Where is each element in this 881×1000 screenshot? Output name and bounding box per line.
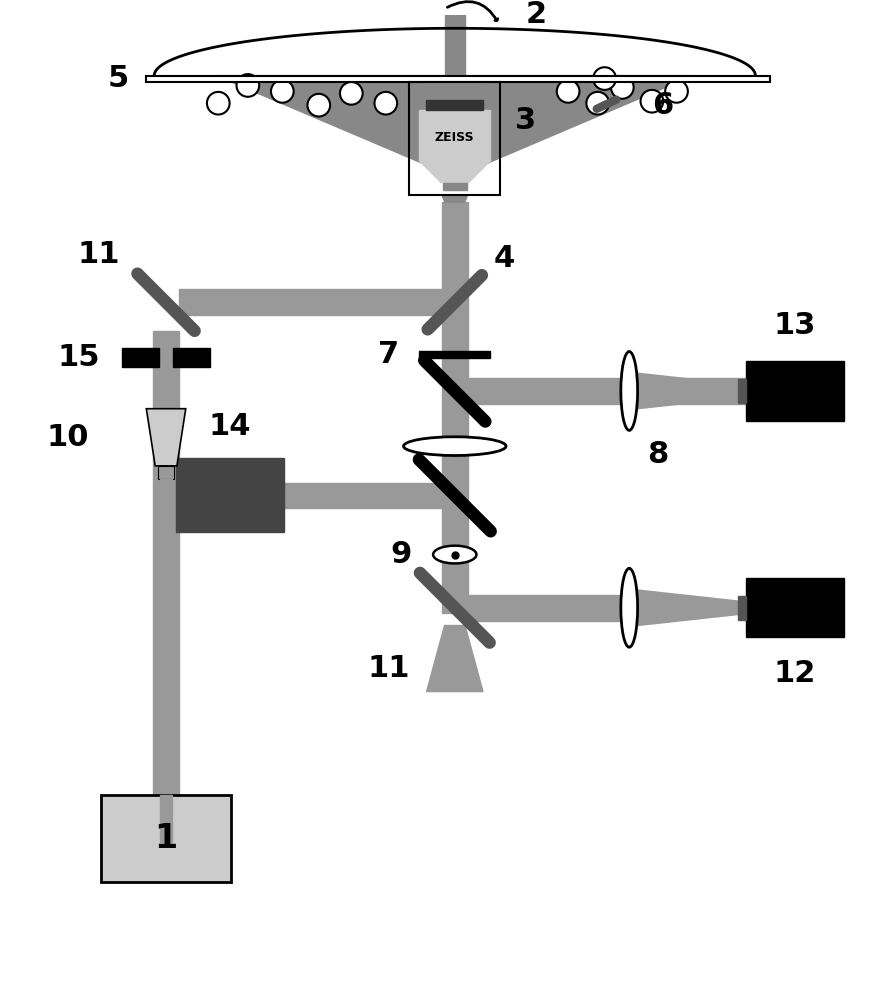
Polygon shape [745, 578, 844, 637]
Text: 11: 11 [78, 240, 120, 269]
Polygon shape [159, 466, 174, 479]
Polygon shape [426, 100, 484, 110]
Circle shape [271, 80, 293, 103]
Text: 7: 7 [379, 340, 400, 369]
Polygon shape [638, 373, 745, 409]
Polygon shape [176, 458, 285, 532]
Polygon shape [179, 289, 442, 315]
Circle shape [557, 80, 580, 103]
Ellipse shape [403, 437, 506, 456]
Polygon shape [419, 161, 490, 183]
Polygon shape [426, 626, 483, 692]
Ellipse shape [621, 568, 638, 647]
Polygon shape [468, 378, 745, 404]
Circle shape [307, 94, 330, 116]
Circle shape [236, 74, 259, 97]
Circle shape [374, 92, 397, 115]
Ellipse shape [433, 546, 477, 563]
Text: ZEISS: ZEISS [435, 131, 475, 144]
Text: 13: 13 [774, 311, 816, 340]
Text: 14: 14 [209, 412, 251, 441]
Polygon shape [737, 379, 745, 403]
Text: 5: 5 [107, 64, 129, 93]
Polygon shape [217, 76, 693, 177]
Polygon shape [159, 795, 173, 842]
Text: 3: 3 [515, 106, 536, 135]
Text: 4: 4 [493, 244, 515, 273]
FancyBboxPatch shape [101, 795, 231, 882]
Polygon shape [153, 331, 179, 842]
Polygon shape [285, 483, 442, 508]
Polygon shape [445, 14, 464, 177]
Polygon shape [173, 348, 211, 367]
Polygon shape [443, 183, 467, 190]
Polygon shape [419, 351, 490, 358]
Text: 8: 8 [647, 440, 668, 469]
Polygon shape [159, 479, 173, 508]
Circle shape [207, 92, 230, 115]
Polygon shape [146, 76, 770, 82]
Circle shape [587, 92, 609, 115]
Polygon shape [425, 82, 485, 100]
Polygon shape [638, 590, 745, 626]
Circle shape [340, 82, 363, 105]
Text: 6: 6 [652, 91, 673, 120]
Polygon shape [442, 195, 468, 202]
Text: 2: 2 [526, 0, 547, 29]
Circle shape [640, 90, 663, 113]
Polygon shape [745, 361, 844, 421]
Polygon shape [419, 110, 490, 161]
Text: 9: 9 [390, 540, 411, 569]
Circle shape [665, 80, 688, 103]
Ellipse shape [621, 352, 638, 430]
Polygon shape [442, 202, 468, 613]
Text: 11: 11 [367, 654, 410, 683]
Polygon shape [122, 348, 159, 367]
Text: 1: 1 [154, 822, 178, 855]
Polygon shape [468, 595, 621, 621]
Text: 15: 15 [57, 343, 100, 372]
Polygon shape [146, 409, 186, 466]
Circle shape [593, 67, 616, 90]
Polygon shape [737, 596, 745, 620]
Circle shape [611, 76, 633, 99]
Text: 12: 12 [774, 659, 816, 688]
Polygon shape [154, 28, 755, 76]
Text: 10: 10 [47, 423, 89, 452]
